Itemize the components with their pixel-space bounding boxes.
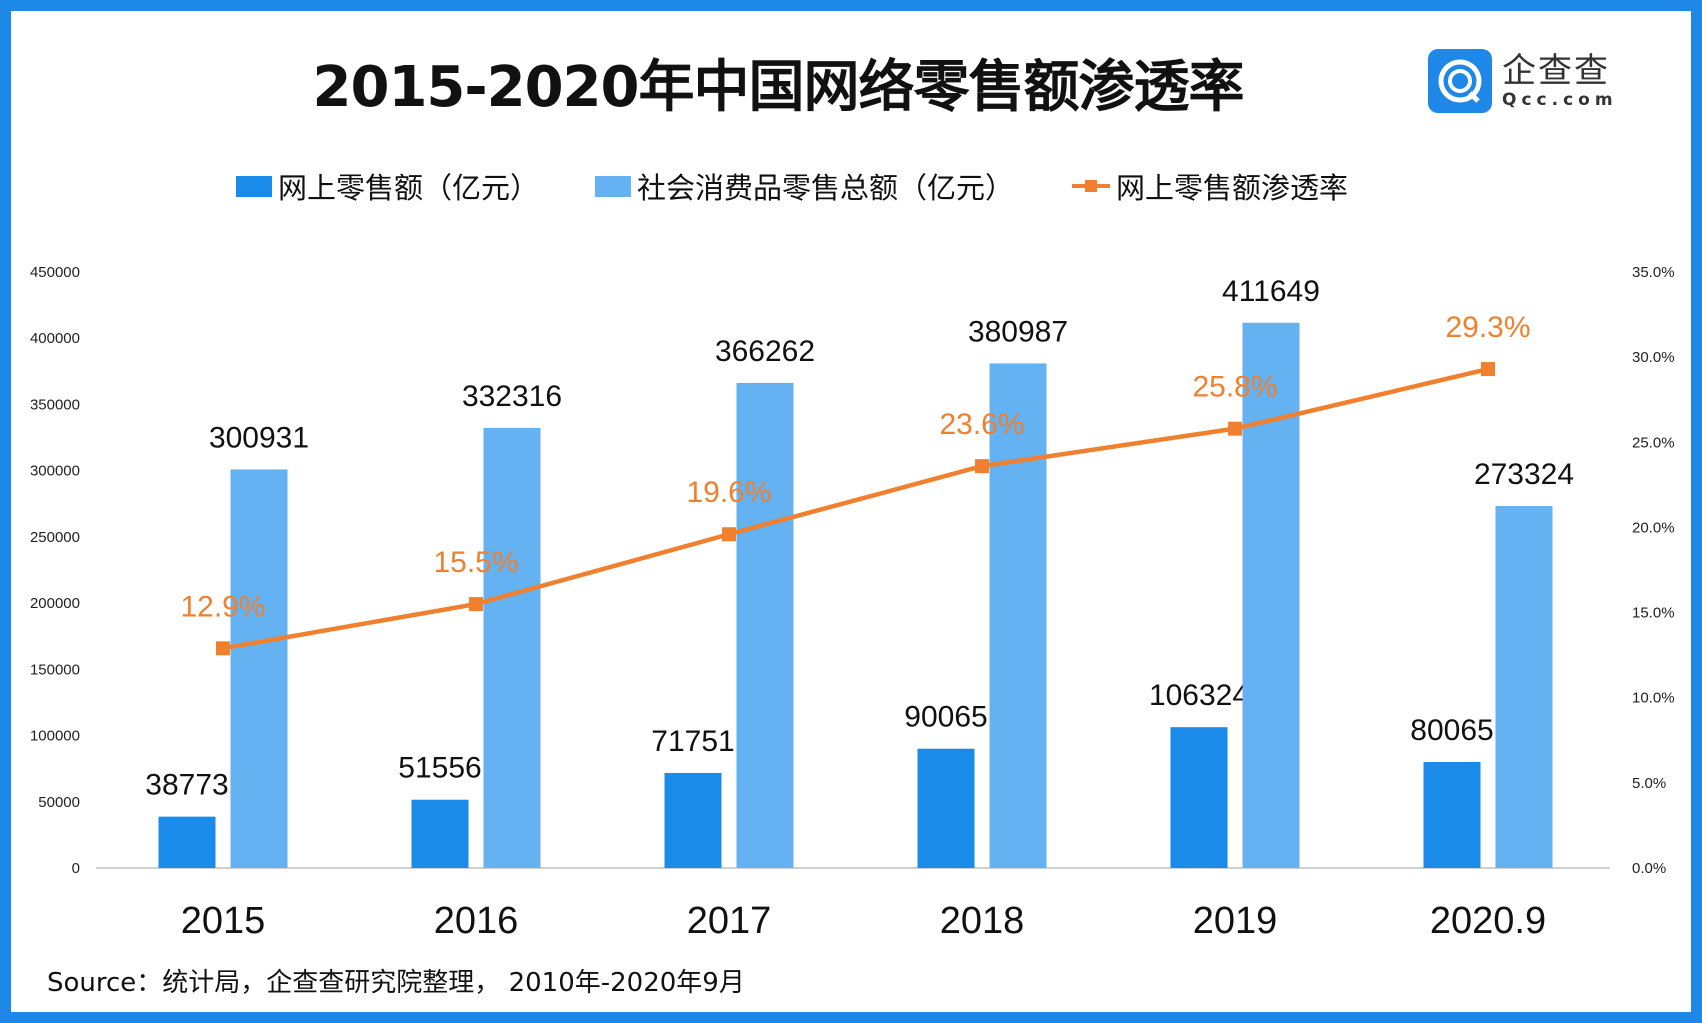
bar-total: [230, 469, 288, 868]
legend-item-online: 网上零售额（亿元）: [236, 165, 539, 207]
rate-marker: [469, 597, 483, 612]
data-label-online: 106324: [1149, 679, 1249, 712]
data-label-total: 332316: [462, 380, 562, 413]
legend-label: 网上零售额（亿元）: [278, 171, 540, 205]
data-label-rate: 25.8%: [1192, 371, 1277, 404]
bar-online: [158, 816, 216, 868]
data-label-online: 90065: [904, 701, 987, 734]
y-right-tick-label: 15.0%: [1632, 605, 1675, 622]
data-label-rate: 15.5%: [433, 546, 518, 579]
data-label-online: 51556: [398, 752, 481, 785]
bar-online: [411, 799, 469, 868]
legend-swatch-online: [236, 175, 272, 197]
data-label-total: 273324: [1474, 458, 1574, 491]
x-tick-label: 2017: [687, 900, 772, 942]
y-left-tick-label: 150000: [30, 661, 80, 678]
rate-line: [222, 366, 1489, 651]
legend-swatch-total: [595, 175, 632, 197]
y-right-tick-label: 5.0%: [1632, 775, 1666, 792]
bar-total: [989, 363, 1047, 868]
data-label-rate: 19.6%: [686, 476, 771, 509]
data-label-rate: 23.6%: [939, 408, 1024, 441]
y-right-tick-label: 0.0%: [1632, 860, 1666, 877]
x-tick-label: 2020.9: [1430, 900, 1546, 942]
y-left-tick-label: 350000: [30, 396, 80, 413]
y-left-tick-label: 100000: [30, 728, 80, 745]
legend-item-rate: 网上零售额渗透率: [1070, 165, 1348, 207]
y-left-tick-label: 50000: [38, 794, 80, 811]
y-left-tick-label: 200000: [30, 595, 80, 612]
bar-total: [1242, 322, 1300, 868]
qcc-logo-icon: [1428, 49, 1492, 113]
legend-line-marker: [1072, 180, 1111, 192]
data-label-rate: 29.3%: [1445, 311, 1530, 344]
chart-title: 2015-2020年中国网络零售额渗透率: [312, 55, 1245, 120]
data-label-total: 300931: [209, 421, 309, 454]
data-label-online: 71751: [651, 725, 734, 758]
x-tick-label: 2018: [940, 900, 1025, 942]
legend-label: 社会消费品零售总额（亿元）: [637, 171, 1015, 205]
data-label-rate: 12.9%: [180, 590, 265, 623]
bar-total: [1495, 505, 1553, 868]
data-label-total: 380987: [968, 315, 1068, 348]
logo-en-text: Qcc.com: [1502, 90, 1618, 110]
y-left-tick-label: 400000: [30, 330, 80, 347]
rate-marker: [1481, 362, 1495, 377]
bar-online: [664, 772, 722, 868]
source-note: Source：统计局，企查查研究院整理， 2010年-2020年9月: [47, 968, 745, 998]
bar-online: [1170, 727, 1228, 868]
data-label-total: 366262: [715, 335, 815, 368]
bar-online: [917, 748, 975, 868]
y-right-tick-label: 30.0%: [1632, 349, 1675, 366]
data-label-online: 38773: [145, 769, 228, 802]
y-left-tick-label: 450000: [30, 264, 80, 281]
x-tick-label: 2016: [434, 900, 519, 942]
rate-marker: [1228, 421, 1242, 436]
data-label-online: 80065: [1410, 714, 1493, 747]
y-right-tick-label: 20.0%: [1632, 519, 1675, 536]
logo-cn-text: 企查查: [1502, 51, 1610, 91]
qcc-logo: 企查查 Qcc.com: [1428, 49, 1618, 113]
y-left-tick-label: 250000: [30, 529, 80, 546]
legend-item-total: 社会消费品零售总额（亿元）: [595, 165, 1014, 207]
y-right-tick-label: 10.0%: [1632, 690, 1675, 707]
rate-marker: [722, 527, 736, 542]
legend: 网上零售额（亿元） 社会消费品零售总额（亿元） 网上零售额渗透率: [236, 165, 1404, 207]
x-tick-label: 2019: [1193, 900, 1278, 942]
data-label-total: 411649: [1222, 275, 1320, 308]
y-right-tick-label: 25.0%: [1632, 434, 1675, 451]
y-right-tick-label: 35.0%: [1632, 264, 1675, 281]
legend-label: 网上零售额渗透率: [1116, 171, 1349, 205]
rate-marker: [975, 459, 989, 474]
bar-total: [736, 382, 794, 868]
bar-online: [1423, 761, 1481, 868]
rate-marker: [216, 641, 230, 656]
bar-total: [483, 427, 541, 868]
y-left-tick-label: 300000: [30, 463, 80, 480]
y-left-tick-label: 0: [72, 860, 80, 877]
x-tick-label: 2015: [181, 900, 266, 942]
